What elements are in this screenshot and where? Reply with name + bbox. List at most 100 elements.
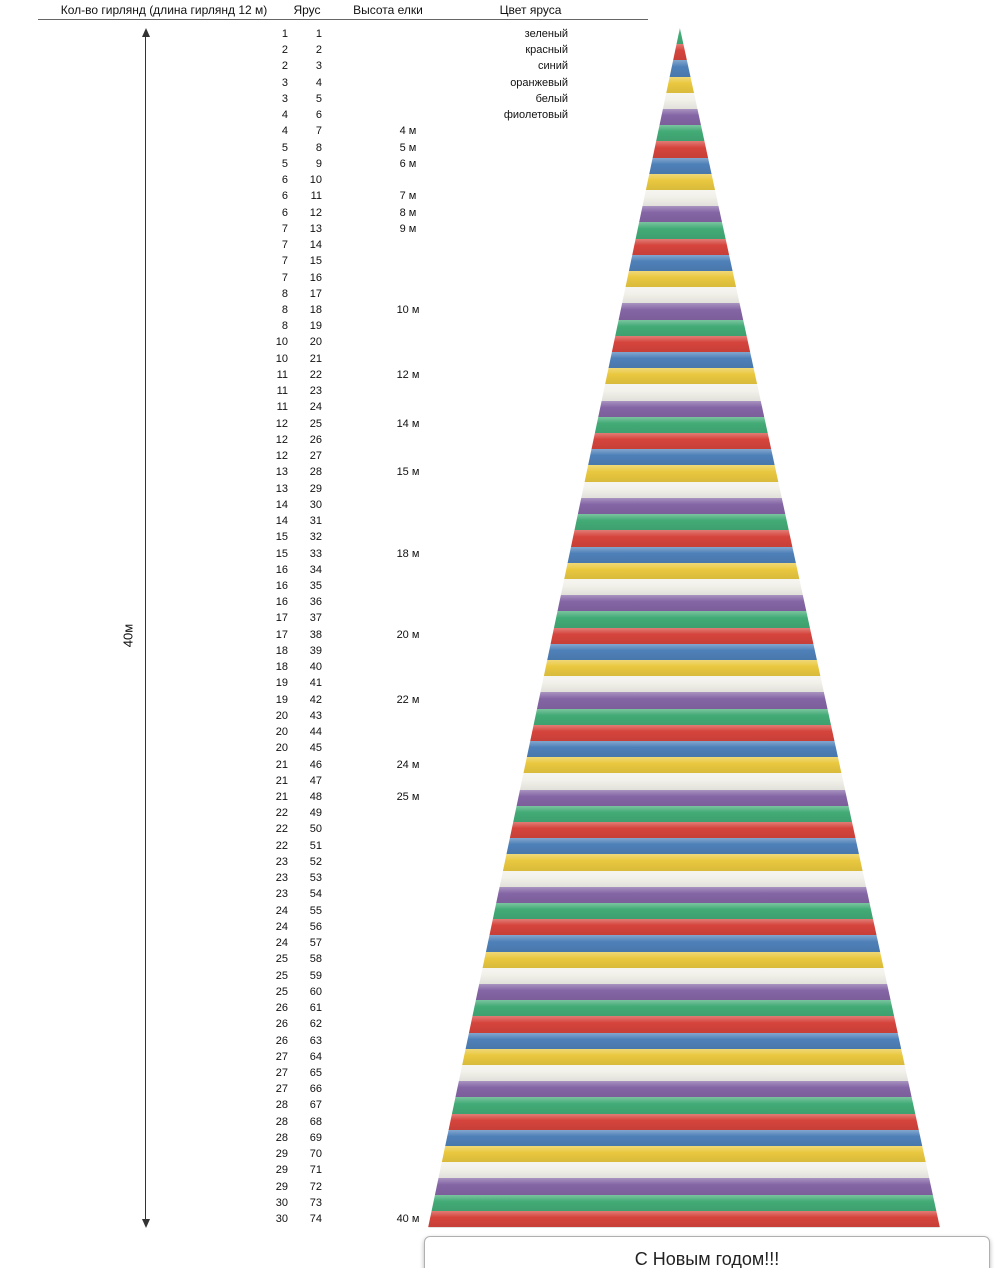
tier-number-value: 45 xyxy=(309,742,322,755)
garland-count-value: 13 xyxy=(275,482,288,495)
tree-height-value xyxy=(377,838,439,854)
garland-count-value: 11 xyxy=(276,385,288,398)
tier-number-value: 27 xyxy=(309,450,322,463)
tree-height-value xyxy=(377,513,439,529)
tier-number-value: 8 xyxy=(315,141,322,154)
tree-tier-stripe xyxy=(428,659,940,677)
tree-tier-stripe xyxy=(428,1113,940,1130)
garland-count-value: 16 xyxy=(275,579,288,592)
garland-count-value: 27 xyxy=(275,1067,288,1079)
tier-number-value: 32 xyxy=(309,531,322,544)
tree-height-value xyxy=(377,643,439,659)
tree-tier-stripe xyxy=(428,627,940,644)
column-header-color: Цвет яруса xyxy=(499,3,562,17)
garland-count-value: 30 xyxy=(275,1196,288,1209)
tree-tier-stripe xyxy=(428,352,940,369)
tier-number-value: 30 xyxy=(309,498,322,511)
garland-count-value: 25 xyxy=(275,969,288,982)
tree-tier-stripe xyxy=(428,757,940,774)
tree-tier-stripe xyxy=(428,1065,940,1082)
tree-height-value xyxy=(377,984,439,1000)
tree-height-value xyxy=(377,1179,439,1195)
tree-height-value xyxy=(377,1114,439,1130)
tier-number-value: 64 xyxy=(309,1050,322,1063)
height-dimension-arrow xyxy=(141,28,150,1228)
tree-height-value xyxy=(377,578,439,594)
tree-height-value xyxy=(377,1097,439,1113)
tier-number-value: 7 xyxy=(315,125,322,138)
tree-height-value xyxy=(377,448,439,464)
tier-number-value: 54 xyxy=(309,888,322,901)
tier-number-value: 28 xyxy=(309,466,322,479)
tree-height-value: 15 м xyxy=(396,466,420,479)
garland-count-value: 13 xyxy=(275,466,288,479)
tree-height-value xyxy=(377,1195,439,1211)
tree-tier-stripe xyxy=(428,303,940,320)
tier-number-value: 68 xyxy=(309,1115,322,1128)
garland-count-value: 12 xyxy=(275,450,288,463)
tier-number-value: 35 xyxy=(309,579,322,592)
tree-height-value xyxy=(377,903,439,919)
garland-count-value: 3 xyxy=(281,92,288,105)
tier-number-value: 57 xyxy=(309,937,322,950)
tree-height-value: 9 м xyxy=(399,222,417,235)
tier-number-value: 55 xyxy=(309,904,322,917)
tree-height-value xyxy=(377,270,439,286)
tree-height-value xyxy=(377,107,439,123)
tree-tier-stripe xyxy=(428,821,940,839)
tree-height-value xyxy=(377,1049,439,1065)
garland-count-value: 20 xyxy=(275,709,288,722)
tier-number-value: 5 xyxy=(315,92,322,105)
tier-number-value: 49 xyxy=(309,807,322,820)
tree-height-value: 40 м xyxy=(396,1213,420,1226)
garland-count-value: 18 xyxy=(275,644,288,657)
greeting-banner: С Новым годом!!! xyxy=(424,1236,990,1268)
tree-tier-stripe xyxy=(428,838,940,855)
tree-height-value xyxy=(377,1162,439,1178)
tree-height-value xyxy=(377,399,439,415)
tier-number-value: 23 xyxy=(309,385,322,398)
tree-height-value xyxy=(377,91,439,107)
tree-tier-stripe xyxy=(428,870,940,887)
tree-height-value xyxy=(377,708,439,724)
garland-count-value: 21 xyxy=(275,774,288,787)
garland-count-value: 6 xyxy=(281,190,288,203)
arrow-down-icon xyxy=(141,1219,150,1228)
tree-height-value xyxy=(377,351,439,367)
garland-count-value: 16 xyxy=(275,596,288,609)
tree-tier-stripe xyxy=(428,141,940,158)
tree-height-value: 4 м xyxy=(399,125,417,138)
tree-tier-stripe xyxy=(428,578,940,596)
tree-tier-stripe xyxy=(428,805,940,822)
tier-number-value: 42 xyxy=(309,693,322,706)
legend-color-label: оранжевый xyxy=(510,76,568,89)
tier-number-value: 69 xyxy=(309,1131,322,1144)
column-header-garlands: Кол-во гирлянд (длина гирлянд 12 м) xyxy=(60,3,268,17)
garland-count-value: 3 xyxy=(281,76,288,89)
garland-count-value: 24 xyxy=(275,904,288,917)
tree-height-value xyxy=(377,1000,439,1016)
header-underline xyxy=(38,19,648,20)
tree-tier-stripe xyxy=(428,433,940,450)
tree-height-value: 14 м xyxy=(396,417,420,430)
tree-tier-stripe xyxy=(428,190,940,207)
tree-height-value xyxy=(377,773,439,789)
tree-height-value xyxy=(377,740,439,756)
tier-number-value: 6 xyxy=(315,109,322,122)
tier-number-value: 72 xyxy=(309,1180,322,1193)
garland-count-value: 2 xyxy=(281,60,288,73)
garland-count-value: 14 xyxy=(275,498,288,511)
garland-count-value: 26 xyxy=(275,1002,288,1015)
tree-height-value xyxy=(377,26,439,42)
tree-tier-stripe xyxy=(428,319,940,336)
column-header-height: Высота елки xyxy=(353,3,423,17)
tree-tier-stripe xyxy=(428,1162,940,1179)
garland-count-value: 26 xyxy=(275,1018,288,1031)
tier-number-value: 17 xyxy=(309,287,322,300)
greeting-text: С Новым годом!!! xyxy=(634,1249,780,1268)
tree-height-value: 12 м xyxy=(396,368,420,381)
tier-number-value: 31 xyxy=(309,515,322,528)
tree-height-value xyxy=(377,935,439,951)
garland-count-value: 27 xyxy=(275,1050,288,1063)
